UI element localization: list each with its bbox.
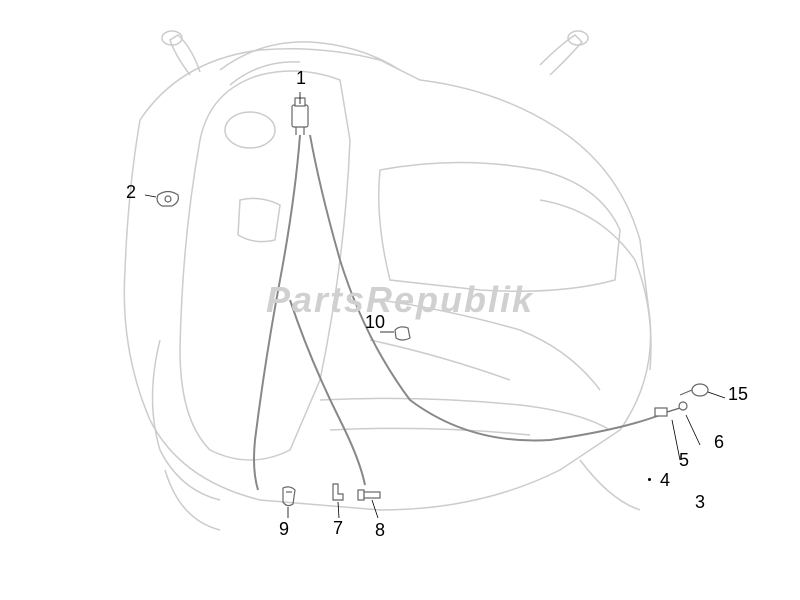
callout-1: 1 (296, 68, 306, 89)
ref-dot-4 (648, 478, 651, 481)
diagram-container: PartsRepublik 1 2 3 4 5 6 7 8 9 10 15 (0, 0, 800, 600)
callout-5: 5 (679, 450, 689, 471)
callout-4: 4 (660, 470, 670, 491)
callout-9: 9 (279, 519, 289, 540)
callout-7: 7 (333, 518, 343, 539)
callout-15: 15 (728, 384, 748, 405)
callout-8: 8 (375, 520, 385, 541)
scooter-outline-svg (0, 0, 800, 600)
callout-2: 2 (126, 182, 136, 203)
callout-3: 3 (695, 492, 705, 513)
callout-10: 10 (365, 312, 385, 333)
callout-6: 6 (714, 432, 724, 453)
